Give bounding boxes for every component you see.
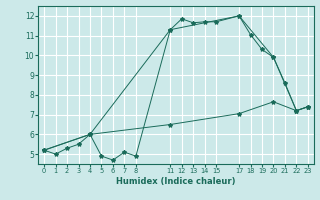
X-axis label: Humidex (Indice chaleur): Humidex (Indice chaleur): [116, 177, 236, 186]
